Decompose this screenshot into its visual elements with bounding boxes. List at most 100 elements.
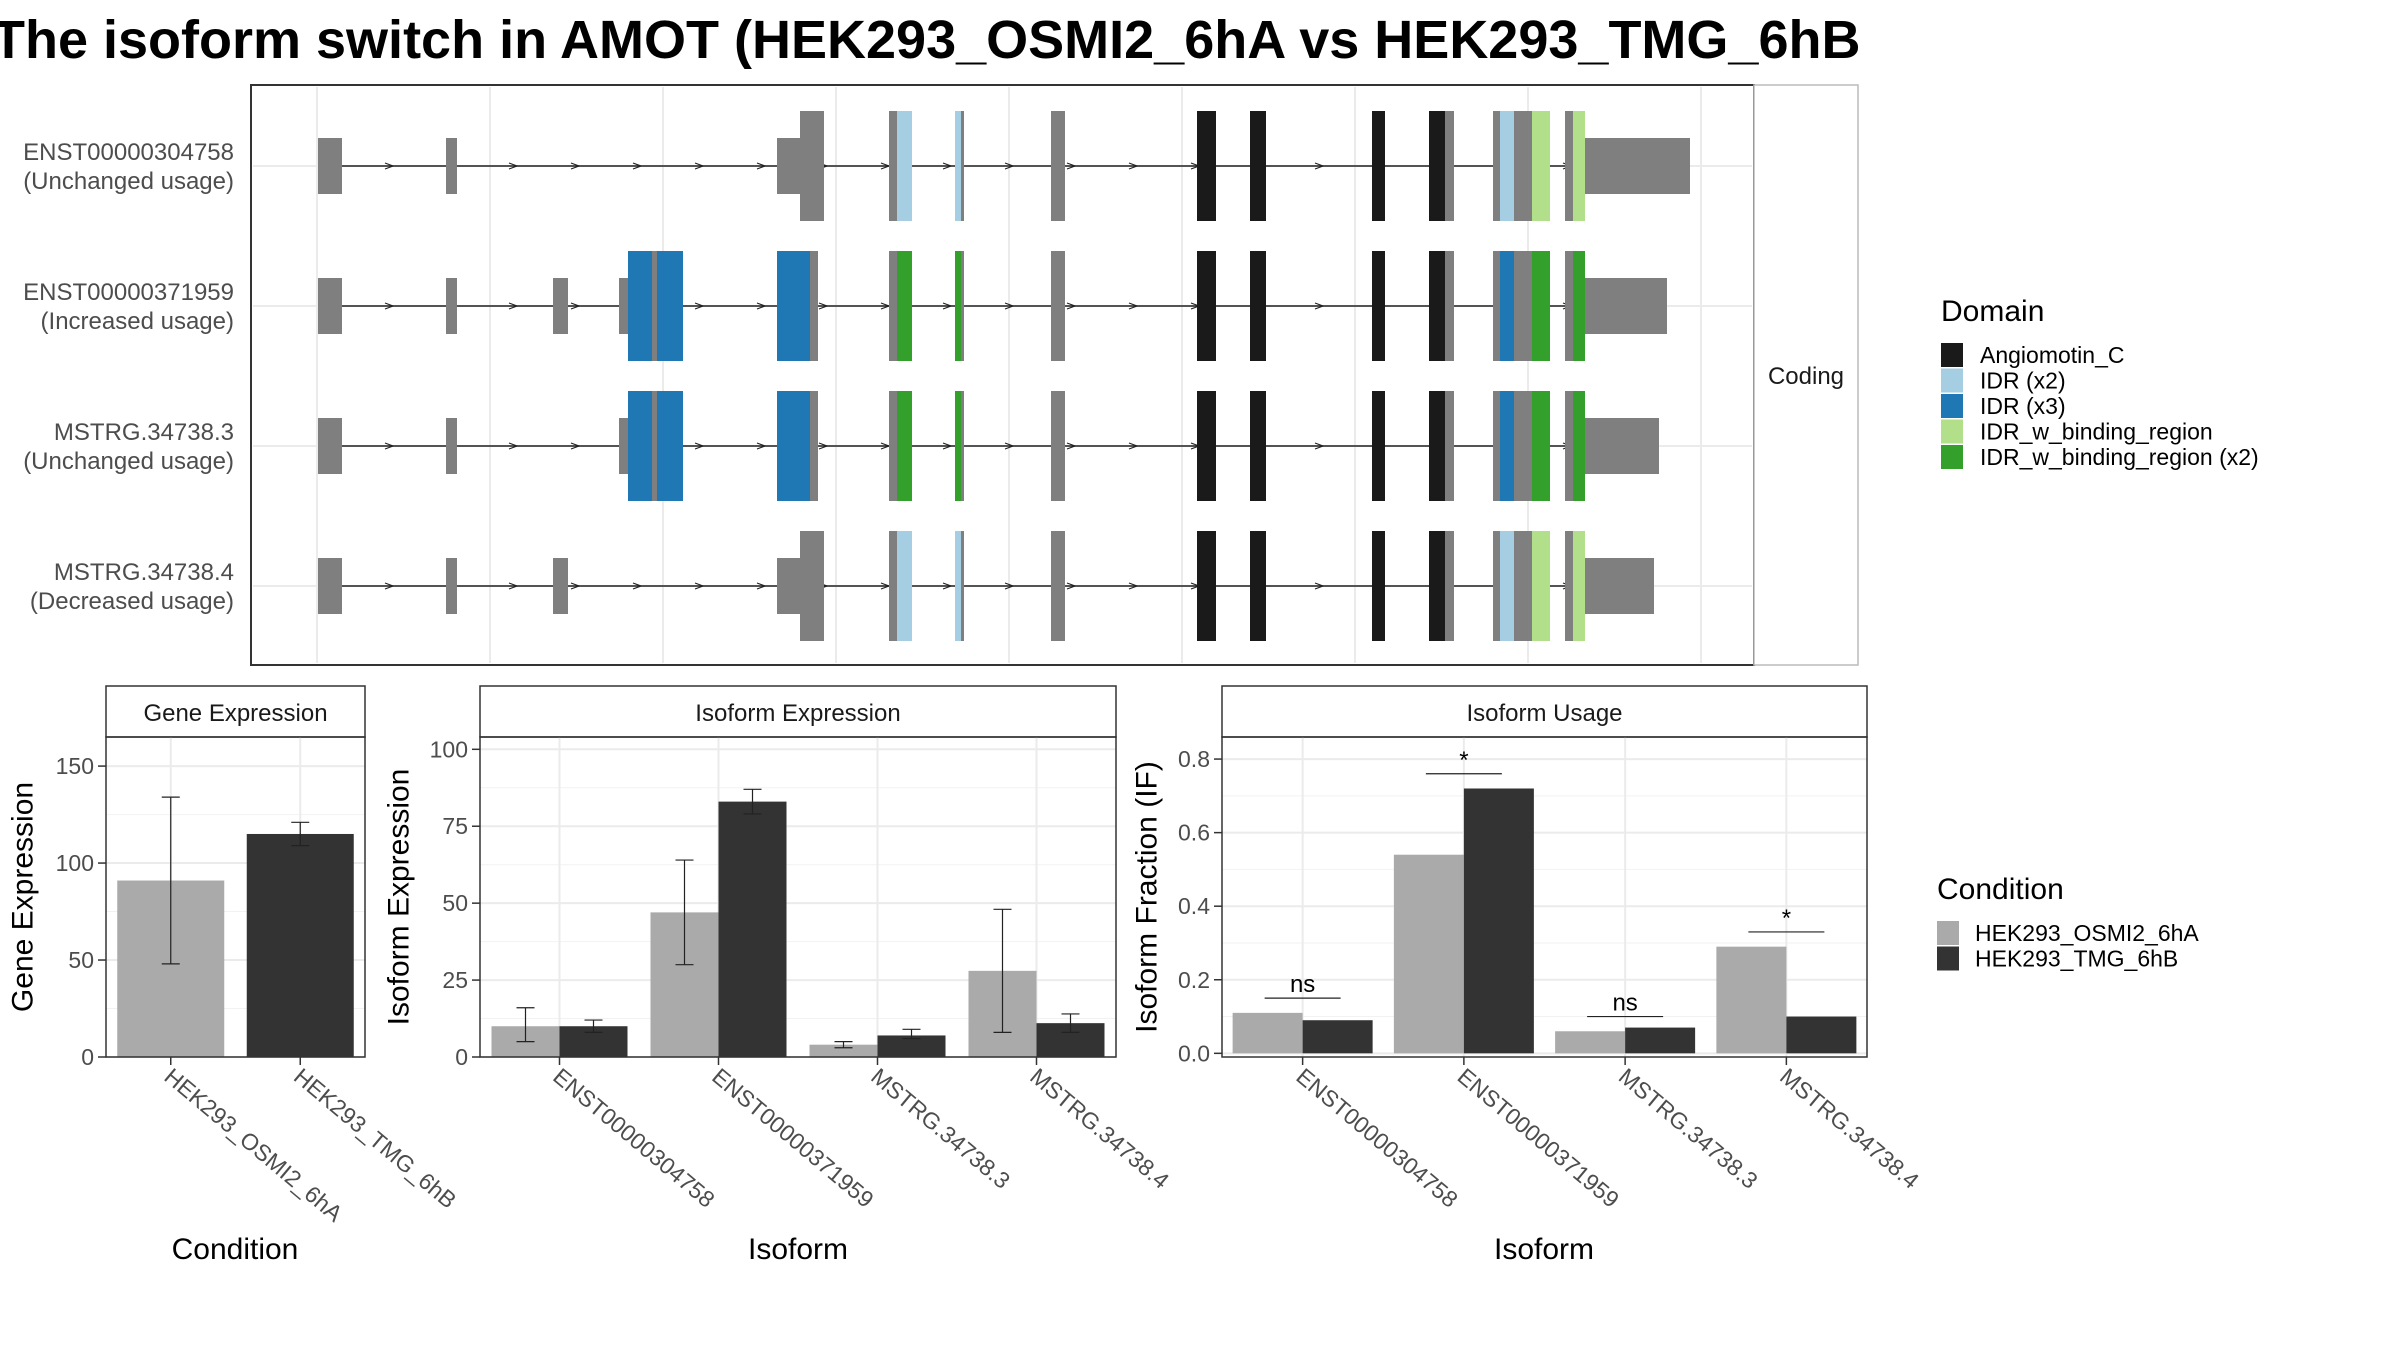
bar [718,801,787,1057]
exon [1250,391,1266,501]
panel-title: Isoform Expression [695,700,900,727]
panel-title: Gene Expression [143,700,327,727]
x-tick-label: ENST00000304758 [1291,1063,1463,1213]
exon [1573,111,1585,221]
exon [1500,111,1514,221]
condition-legend-title: Condition [1937,873,2064,906]
exon [1565,531,1573,641]
isoform-usage-panel: Isoform Usage 0.0 0.2 0.4 0.6 0.8 ns * ns * ENST00… [1131,685,1924,1266]
direction-arrow [1004,442,1015,450]
direction-arrow [508,302,519,310]
exon [1532,111,1550,221]
bar [1232,1012,1303,1054]
exon [1250,531,1266,641]
exon [1372,251,1385,361]
exon [1197,391,1216,501]
direction-arrow [632,162,643,170]
direction-arrow [384,162,395,170]
exon [1493,531,1500,641]
direction-arrow [570,582,581,590]
exon [810,391,818,501]
direction-arrow [570,442,581,450]
y-axis-title: Isoform Expression [383,769,416,1026]
transcript-labels: ENST00000304758(Unchanged usage)ENST0000… [23,139,234,615]
transcript-structure-panel: Coding ENST00000304758(Unchanged usage)E… [23,84,1859,666]
direction-arrow [1004,582,1015,590]
exon [652,251,657,361]
x-axis-title: Isoform [1494,1233,1594,1266]
y-tick-label: 0 [455,1044,468,1070]
domain-legend-swatch [1941,394,1963,418]
exon [1493,391,1500,501]
y-tick-label: 0.2 [1178,967,1210,993]
y-tick-label: 150 [56,753,94,779]
panel-strip [105,685,366,738]
exon [777,138,802,194]
direction-arrow [384,582,395,590]
exon [955,531,961,641]
direction-arrow [694,582,705,590]
exon [955,251,961,361]
direction-arrow [570,162,581,170]
exon [1429,531,1445,641]
transcript-row [318,531,1654,641]
exon [1565,251,1573,361]
direction-arrow [756,162,767,170]
direction-arrow [1128,582,1139,590]
panel-strip [1221,685,1868,738]
exon [1514,111,1532,221]
transcript-usage-label: (Decreased usage) [30,588,234,615]
utr-exon [1585,138,1690,194]
direction-arrow [570,302,581,310]
exon [1500,251,1514,361]
exon [889,531,900,641]
direction-arrow [756,582,767,590]
exon [1372,391,1385,501]
exon [1429,251,1445,361]
direction-arrow [1004,162,1015,170]
bar [877,1035,946,1057]
exon [897,531,912,641]
domain-legend-label: Angiomotin_C [1980,342,2124,368]
exon [446,278,457,334]
direction-arrow [694,442,705,450]
exon [1445,111,1454,221]
exon [1051,531,1065,641]
exon [318,138,342,194]
x-tick-label: ENST00000371959 [707,1063,879,1213]
y-axis-title: Isoform Fraction (IF) [1131,761,1164,1033]
exon [818,111,824,221]
direction-arrow [756,302,767,310]
exon [800,531,818,641]
direction-arrow [1066,162,1077,170]
y-tick-label: 25 [442,967,468,993]
exon [1565,391,1573,501]
x-tick-label: MSTRG.34738.3 [866,1063,1015,1194]
x-axis-title: Condition [172,1233,299,1266]
exon [1445,531,1454,641]
exon [628,391,652,501]
exon [955,111,961,221]
exon [818,531,824,641]
direction-arrow [942,302,953,310]
utr-exon [1585,278,1667,334]
exon [657,251,683,361]
exon [446,418,457,474]
bar [1555,1031,1626,1054]
exon [446,138,457,194]
exon [1250,251,1266,361]
bar [809,1044,878,1057]
exon [1429,111,1445,221]
exon [1514,391,1532,501]
panel-border [479,736,1117,1058]
exon [955,391,961,501]
x-axis-title: Isoform [748,1233,848,1266]
y-tick-label: 50 [68,947,94,973]
exon [446,558,457,614]
exon [619,278,628,334]
transcript-row [318,111,1690,221]
figure-title: The isoform switch in AMOT (HEK293_OSMI2… [0,10,1860,70]
